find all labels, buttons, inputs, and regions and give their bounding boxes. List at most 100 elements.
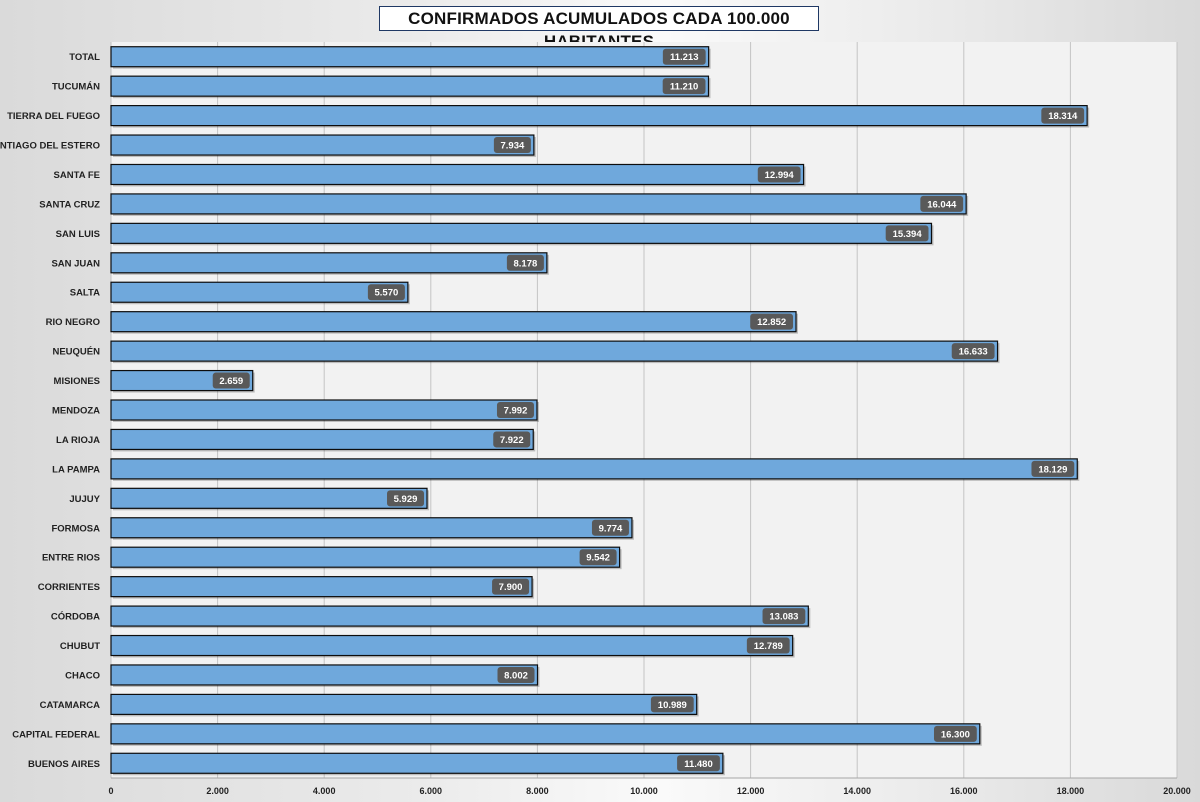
- bar: [110, 193, 967, 215]
- value-label-bg: [493, 431, 531, 448]
- value-label-bg: [367, 284, 405, 301]
- bar: [110, 311, 797, 333]
- value-label-bg: [951, 343, 995, 360]
- value-label-bg: [492, 578, 530, 595]
- bar: [110, 75, 710, 97]
- value-label-bg: [650, 696, 694, 713]
- category-label: MENDOZA: [52, 406, 100, 417]
- category-label: CHACO: [65, 670, 100, 681]
- data-label: 9.542: [586, 553, 610, 564]
- category-label: LA PAMPA: [52, 464, 100, 475]
- value-label-bg: [885, 225, 929, 242]
- bar: [110, 104, 1088, 127]
- category-label: SANTA FE: [54, 170, 100, 181]
- data-label: 16.300: [941, 729, 970, 740]
- bars: 11.213 11.210 18.314 7.934 12.994 16.044 15.39…: [110, 46, 1090, 776]
- x-tick-label: 8.000: [526, 786, 549, 796]
- bar: [110, 752, 724, 774]
- data-label: 12.994: [765, 170, 795, 181]
- bar: [110, 134, 535, 156]
- data-label: 8.178: [513, 258, 537, 269]
- bar: [110, 340, 999, 362]
- bar: [110, 517, 633, 539]
- data-label: 11.213: [670, 52, 699, 63]
- category-labels: TOTAL TUCUMÁN TIERRA DEL FUEGO SANTIAGO DEL…: [0, 52, 101, 770]
- category-label: TOTAL: [69, 52, 100, 63]
- category-label: TUCUMÁN: [52, 82, 100, 93]
- bar: [110, 723, 981, 745]
- x-tick-label: 18.000: [1057, 786, 1085, 796]
- data-label: 16.044: [927, 199, 957, 210]
- value-label-bg: [662, 48, 706, 65]
- category-label: SALTA: [70, 288, 100, 299]
- category-label: LA RIOJA: [56, 435, 100, 446]
- data-label: 12.789: [754, 641, 783, 652]
- data-label: 18.314: [1048, 111, 1078, 122]
- category-label: SAN LUIS: [56, 229, 100, 240]
- data-label: 9.774: [599, 523, 623, 534]
- data-label: 7.900: [499, 582, 523, 593]
- category-label: TIERRA DEL FUEGO: [7, 111, 100, 122]
- x-tick-label: 4.000: [313, 786, 336, 796]
- category-label: FORMOSA: [51, 523, 100, 534]
- category-label: CATAMARCA: [40, 700, 100, 711]
- x-tick-label: 16.000: [950, 786, 978, 796]
- bar: [110, 252, 548, 274]
- category-label: ENTRE RIOS: [42, 553, 100, 564]
- category-label: MISIONES: [54, 376, 100, 387]
- value-label-bg: [591, 519, 629, 536]
- value-label-bg: [1031, 460, 1075, 477]
- category-label: CÓRDOBA: [51, 611, 100, 623]
- x-tick-label: 14.000: [843, 786, 871, 796]
- data-label: 13.083: [769, 612, 798, 623]
- value-label-bg: [493, 137, 531, 154]
- category-label: RIO NEGRO: [46, 317, 100, 328]
- x-tick-label: 6.000: [420, 786, 443, 796]
- x-tick-label: 2.000: [206, 786, 229, 796]
- category-label: CAPITAL FEDERAL: [12, 729, 100, 740]
- value-label-bg: [662, 78, 706, 95]
- value-label-bg: [746, 637, 790, 654]
- category-label: SAN JUAN: [51, 258, 100, 269]
- value-label-bg: [933, 725, 977, 742]
- data-label: 15.394: [893, 229, 923, 240]
- value-label-bg: [762, 608, 806, 625]
- bar: [110, 399, 538, 421]
- bar: [110, 46, 710, 68]
- bar: [110, 281, 409, 303]
- data-label: 8.002: [504, 670, 528, 681]
- data-label: 11.480: [684, 759, 713, 770]
- chart-title: CONFIRMADOS ACUMULADOS CADA 100.000 HABI…: [379, 6, 819, 51]
- value-label-bg: [750, 313, 794, 330]
- data-label: 5.929: [394, 494, 418, 505]
- value-label-bg: [212, 372, 250, 389]
- data-label: 11.210: [670, 82, 699, 93]
- value-label-bg: [920, 195, 964, 212]
- data-label: 5.570: [374, 288, 398, 299]
- bar: [110, 664, 539, 686]
- x-tick-label: 20.000: [1163, 786, 1191, 796]
- bar: [110, 693, 698, 716]
- value-label-bg: [579, 549, 617, 566]
- value-label-bg: [757, 166, 801, 183]
- bar: [110, 428, 534, 451]
- bar: [110, 458, 1078, 480]
- value-label-bg: [677, 755, 720, 772]
- data-label: 18.129: [1038, 464, 1067, 475]
- category-label: SANTA CRUZ: [39, 199, 100, 210]
- x-tick-label: 0: [108, 786, 113, 796]
- bar: [110, 163, 805, 186]
- x-tick-label: 10.000: [630, 786, 658, 796]
- bar: [110, 546, 621, 568]
- data-label: 7.934: [500, 141, 524, 152]
- x-tick-label: 12.000: [737, 786, 765, 796]
- data-label: 2.659: [219, 376, 243, 387]
- value-label-bg: [496, 402, 534, 418]
- bar: [110, 605, 809, 627]
- bar: [110, 576, 533, 598]
- category-label: BUENOS AIRES: [28, 759, 100, 770]
- category-label: JUJUY: [69, 494, 100, 505]
- value-label-bg: [1041, 107, 1085, 124]
- x-axis-tick-labels: 0 2.000 4.000 6.000 8.000 10.000 12.000 14.000 1…: [108, 786, 1190, 796]
